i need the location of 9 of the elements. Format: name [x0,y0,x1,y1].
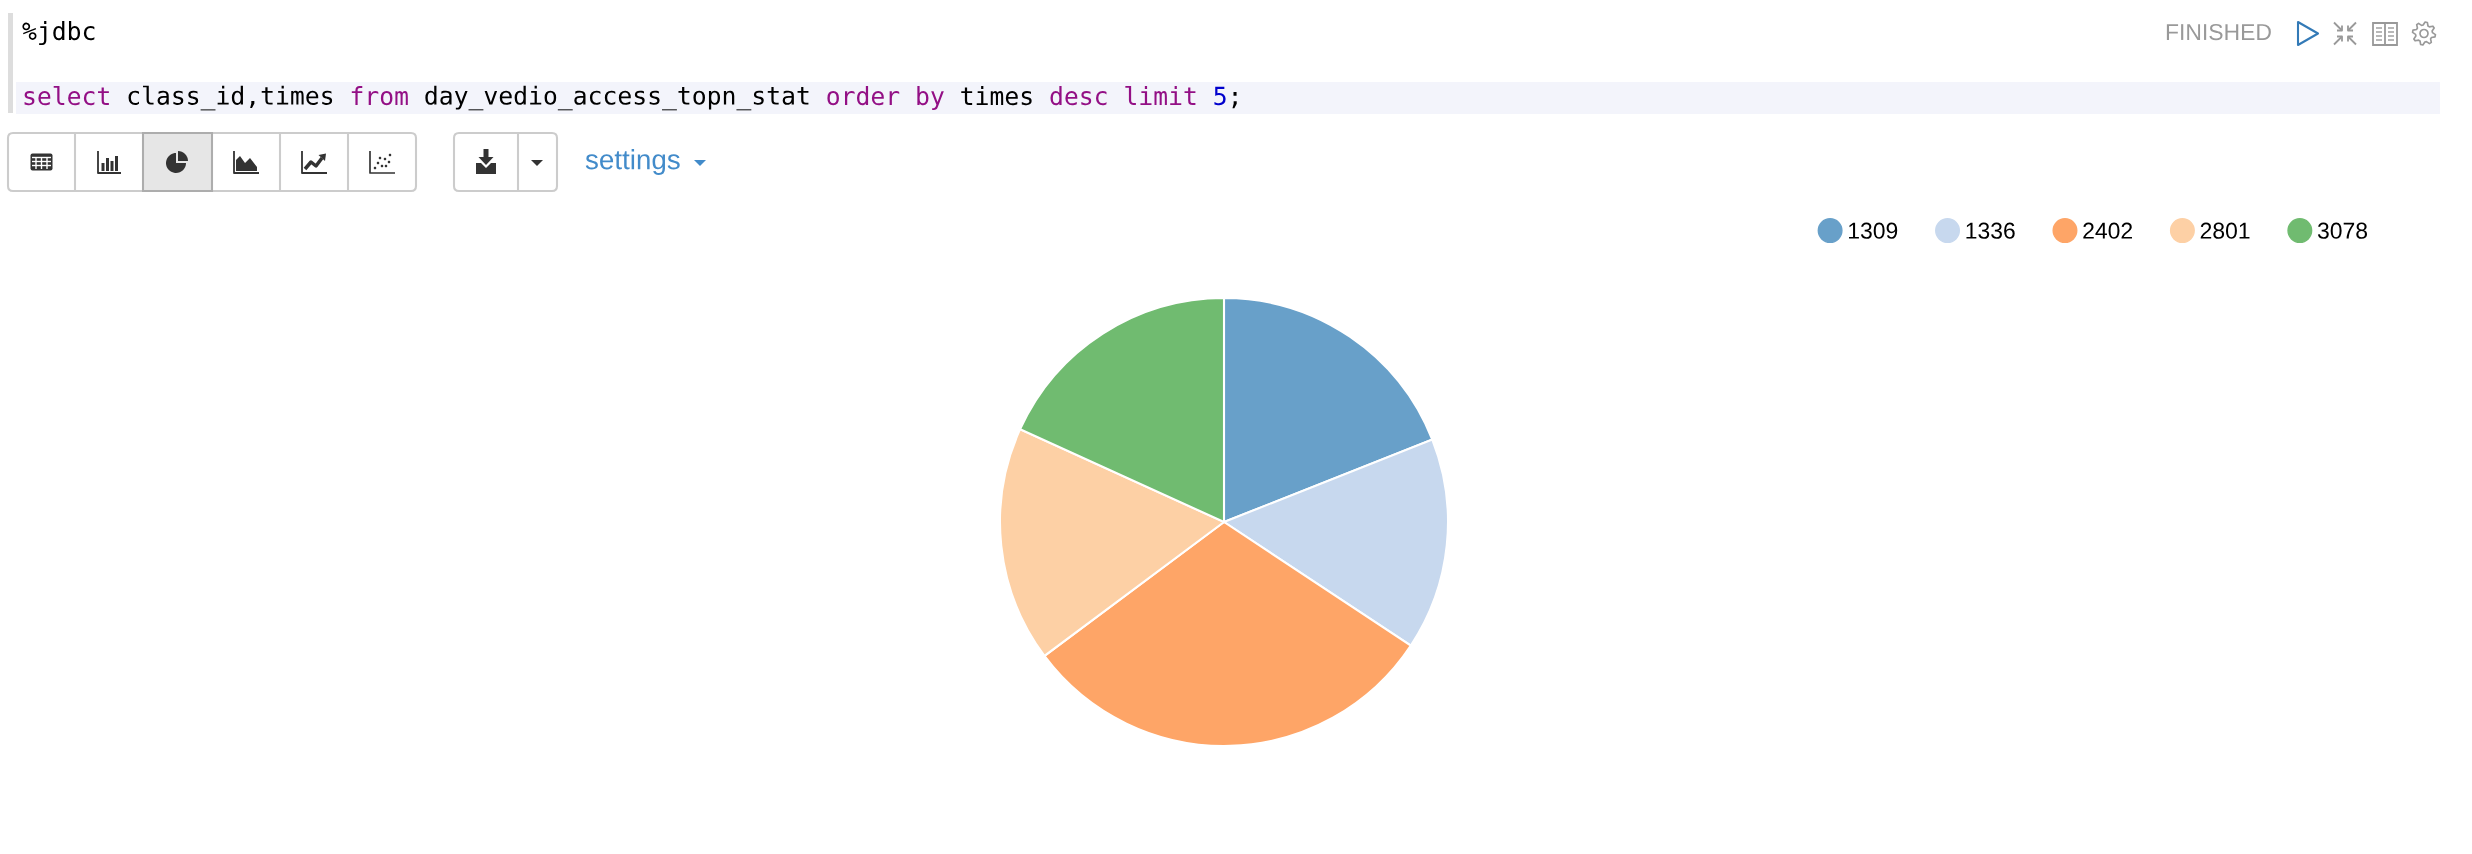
legend-label: 1336 [1966,222,2015,239]
legend-label: 1309 [1849,222,1898,239]
text: select class_id,times from day_vedio_access_topn_stat order by times desc limit 5; [24,85,1237,111]
legend-label: 2402 [2083,222,2132,239]
legend-label: 2801 [2200,222,2250,239]
text: %jdbc [22,21,95,46]
text: settings [585,149,680,175]
legend-label: 3078 [2317,222,2368,239]
text: FINISHED [2166,23,2271,41]
